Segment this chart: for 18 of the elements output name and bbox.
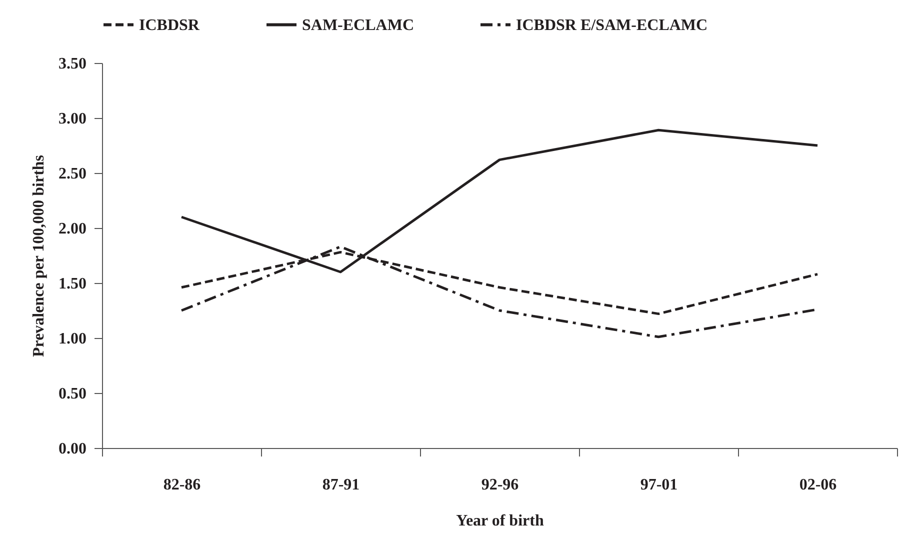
y-axis-title: Prevalence per 100,000 births: [30, 154, 48, 358]
x-tick-label: 87-91: [322, 476, 360, 494]
y-tick-label: 0.00: [58, 440, 86, 458]
x-tick-label: 92-96: [481, 476, 519, 494]
x-tick-label: 82-86: [163, 476, 201, 494]
y-tick-label: 2.00: [58, 220, 86, 238]
x-axis-title: Year of birth: [456, 512, 544, 530]
y-tick-label: 3.00: [58, 110, 86, 128]
legend-label: SAM-ECLAMC: [302, 16, 414, 34]
y-tick-label: 2.50: [58, 166, 86, 182]
legend-label: ICBDSR: [139, 16, 200, 34]
y-tick-label: 1.50: [58, 276, 86, 292]
y-tick-label: 1.00: [58, 330, 86, 348]
x-tick-label: 97-01: [640, 476, 678, 494]
y-tick-label: 0.50: [58, 386, 86, 402]
y-tick-label: 3.50: [58, 56, 86, 72]
x-tick-label: 02-06: [799, 476, 837, 494]
legend-label: ICBDSR E/SAM-ECLAMC: [516, 16, 708, 34]
